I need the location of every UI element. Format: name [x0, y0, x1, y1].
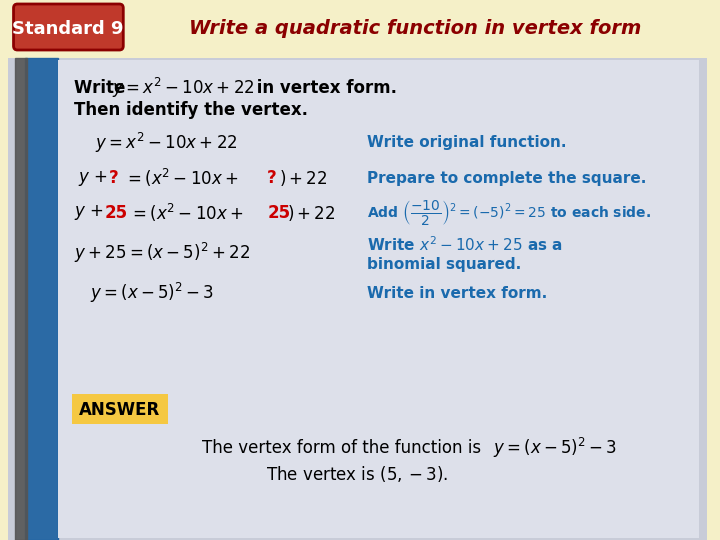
Text: binomial squared.: binomial squared.	[367, 258, 521, 273]
Text: in vertex form.: in vertex form.	[251, 79, 397, 97]
Text: $y$ +: $y$ +	[73, 204, 105, 222]
Text: Write $x^2 - 10x + 25$ as a: Write $x^2 - 10x + 25$ as a	[367, 235, 563, 254]
FancyBboxPatch shape	[72, 394, 168, 424]
Text: 25: 25	[105, 204, 128, 222]
Text: Standard 9: Standard 9	[12, 20, 124, 38]
Text: Write original function.: Write original function.	[367, 136, 567, 151]
FancyBboxPatch shape	[8, 0, 707, 58]
Text: $y = x^2 - 10x + 22$: $y = x^2 - 10x + 22$	[95, 131, 238, 155]
Text: $y = x^2 - 10x + 22$: $y = x^2 - 10x + 22$	[112, 76, 254, 100]
Text: $y$ +: $y$ +	[78, 168, 109, 187]
FancyBboxPatch shape	[58, 60, 699, 538]
Text: 25: 25	[268, 204, 291, 222]
Text: The vertex is $(5, -3)$.: The vertex is $(5, -3)$.	[266, 464, 449, 484]
Text: Write in vertex form.: Write in vertex form.	[367, 286, 547, 300]
Text: Write a quadratic function in vertex form: Write a quadratic function in vertex for…	[189, 19, 642, 38]
FancyBboxPatch shape	[14, 4, 123, 50]
Text: $) + 22$: $) + 22$	[279, 168, 327, 188]
Text: $y = (x - 5)^2 - 3$: $y = (x - 5)^2 - 3$	[493, 436, 618, 460]
Text: ?: ?	[267, 169, 276, 187]
Text: ANSWER: ANSWER	[78, 401, 160, 419]
Text: The vertex form of the function is: The vertex form of the function is	[202, 439, 481, 457]
Text: Prepare to complete the square.: Prepare to complete the square.	[367, 171, 647, 186]
Text: $= (x^2 - 10x +$: $= (x^2 - 10x +$	[125, 202, 249, 224]
Text: $= (x^2 - 10x +$: $= (x^2 - 10x +$	[120, 167, 244, 189]
Text: Then identify the vertex.: Then identify the vertex.	[73, 101, 307, 119]
Text: Add $\left(\dfrac{-10}{2}\right)^2 = (-5)^2 = 25$ to each side.: Add $\left(\dfrac{-10}{2}\right)^2 = (-5…	[367, 199, 652, 227]
Text: $y = (x - 5)^2 - 3$: $y = (x - 5)^2 - 3$	[90, 281, 215, 305]
Text: Write: Write	[73, 79, 131, 97]
Polygon shape	[15, 58, 27, 540]
Text: $) + 22$: $) + 22$	[287, 203, 336, 223]
Text: ?: ?	[109, 169, 119, 187]
Polygon shape	[25, 58, 58, 540]
Text: $y + 25 = (x - 5)^2 + 22$: $y + 25 = (x - 5)^2 + 22$	[73, 241, 250, 265]
FancyBboxPatch shape	[8, 58, 707, 540]
